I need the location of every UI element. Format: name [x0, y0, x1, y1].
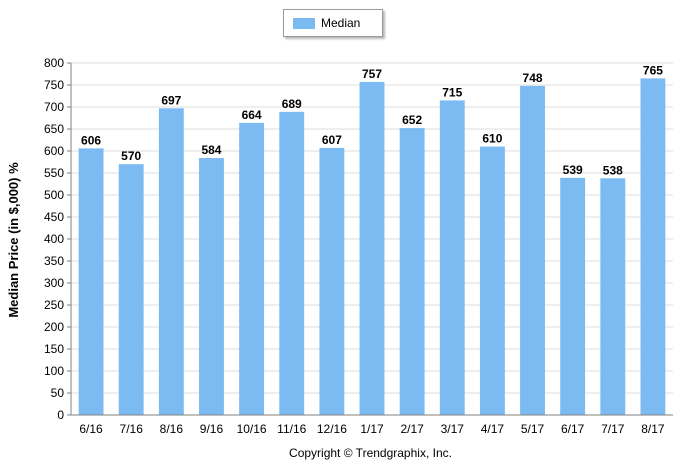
y-tick-label: 300 [44, 276, 64, 290]
bar [600, 178, 626, 415]
data-label: 697 [161, 93, 181, 107]
y-tick-label: 450 [44, 210, 64, 224]
y-tick-label: 800 [44, 56, 64, 70]
data-label: 570 [121, 149, 141, 163]
x-tick-label: 6/16 [79, 422, 103, 436]
bar [520, 85, 545, 415]
x-tick-labels: 6/16 7/16 8/16 9/16 10/16 11/16 12/16 1/17 2/17 3… [79, 422, 665, 436]
x-tick-label: 11/16 [277, 422, 306, 436]
y-tick-label: 350 [44, 254, 64, 268]
x-tick-label: 2/17 [400, 422, 424, 436]
y-tick-label: 250 [44, 298, 64, 312]
x-tick-label: 5/17 [521, 422, 545, 436]
bar [158, 108, 184, 415]
data-label: 584 [201, 143, 221, 157]
data-label: 748 [523, 71, 543, 85]
y-axis-label: Median Price (in $,000) % [6, 162, 21, 318]
y-tick-label: 500 [44, 188, 64, 202]
y-tick-label: 200 [44, 320, 64, 334]
x-tick-label: 9/16 [200, 422, 224, 436]
x-tick-label: 7/17 [601, 422, 625, 436]
y-tick-label: 700 [44, 100, 64, 114]
bar [399, 128, 425, 415]
x-tick-label: 4/17 [481, 422, 505, 436]
bar [560, 177, 586, 415]
bar [279, 111, 305, 415]
x-tick-label: 10/16 [237, 422, 267, 436]
y-tick-labels: 0 50 100 150 200 250 300 350 400 450 500 550 600 650 7… [44, 56, 71, 422]
bar [319, 147, 345, 416]
data-label: 652 [402, 113, 422, 127]
y-tick-label: 650 [44, 122, 64, 136]
data-label: 715 [442, 85, 462, 99]
x-tick-label: 8/17 [641, 422, 665, 436]
bar [439, 100, 465, 416]
y-tick-label: 100 [44, 364, 64, 378]
y-tick-label: 50 [51, 386, 65, 400]
x-tick-label: 8/16 [160, 422, 184, 436]
legend-swatch-median [293, 18, 315, 29]
y-tick-label: 550 [44, 166, 64, 180]
data-label: 610 [482, 132, 502, 146]
data-label: 539 [563, 163, 583, 177]
y-tick-label: 400 [44, 232, 64, 246]
x-tick-label: 7/16 [120, 422, 144, 436]
data-label: 538 [603, 163, 623, 177]
bar [479, 146, 505, 415]
data-label: 689 [282, 97, 302, 111]
x-tick-label: 1/17 [360, 422, 384, 436]
data-label: 664 [242, 108, 262, 122]
bar [199, 158, 224, 416]
data-label: 606 [81, 133, 101, 147]
legend-label-median: Median [321, 16, 361, 30]
data-label: 757 [362, 67, 382, 81]
bar [359, 81, 385, 416]
bar [118, 164, 144, 415]
data-label: 765 [643, 63, 663, 77]
y-tick-label: 750 [44, 78, 64, 92]
data-labels: 606 570 697 584 664 689 607 757 652 715 610 748 539 5… [81, 63, 663, 177]
x-tick-label: 6/17 [561, 422, 585, 436]
x-tick-label: 3/17 [441, 422, 465, 436]
y-tick-label: 150 [44, 342, 64, 356]
bar [78, 148, 104, 416]
x-tick-label: 12/16 [317, 422, 347, 436]
copyright-footer: Copyright © Trendgraphix, Inc. [289, 446, 452, 460]
bar [239, 122, 265, 415]
y-tick-label: 0 [57, 408, 64, 422]
y-tick-label: 600 [44, 144, 64, 158]
legend: Median [283, 9, 383, 37]
bars [78, 78, 666, 416]
bar [640, 78, 666, 416]
data-label: 607 [322, 133, 342, 147]
